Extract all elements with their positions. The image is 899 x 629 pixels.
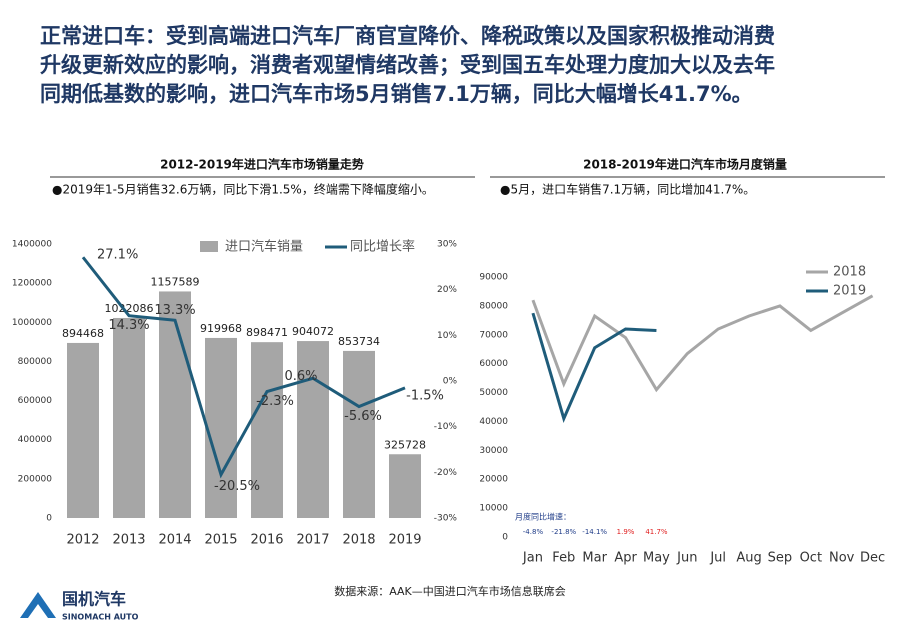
x-tick-label: 2018: [342, 533, 375, 548]
bar: [297, 341, 329, 518]
bar-label: 1157589: [151, 275, 200, 288]
chart-subtitle: ●2019年1-5月销售32.6万辆，同比下滑1.5%，终端需下降幅度缩小。: [52, 182, 434, 197]
y2-tick-label: 0%: [443, 377, 458, 387]
x-tick-label: Feb: [552, 551, 575, 566]
y2-tick-label: 10%: [437, 331, 457, 341]
legend-label: 进口汽车销量: [225, 239, 303, 255]
annotation-label: 1.9%: [617, 528, 635, 536]
x-tick-label: Sep: [768, 551, 793, 566]
bar: [67, 342, 99, 518]
y-tick-label: 1200000: [12, 279, 52, 289]
x-tick-label: Apr: [614, 551, 637, 566]
line-label: 27.1%: [97, 248, 138, 263]
annotation-label: -14.1%: [582, 528, 607, 536]
legend-swatch: [200, 241, 218, 252]
y-tick-label: 10000: [479, 504, 508, 514]
x-tick-label: 2019: [388, 533, 421, 548]
y-tick-label: 800000: [18, 357, 53, 367]
x-tick-label: 2013: [112, 533, 145, 548]
bar: [343, 350, 375, 518]
x-tick-label: 2015: [204, 533, 237, 548]
chart-title: 2012-2019年进口汽车市场销量走势: [160, 157, 364, 172]
y2-tick-label: -30%: [434, 514, 458, 524]
title-line: 正常进口车：受到高端进口汽车厂商官宣降价、降税政策以及国家积极推动消费: [40, 24, 775, 48]
legend-label: 同比增长率: [350, 239, 415, 255]
x-tick-label: 2017: [296, 533, 329, 548]
line-label: -2.3%: [256, 394, 294, 409]
legend-label: 2019: [833, 284, 866, 299]
logo-icon: [20, 592, 56, 618]
line: [531, 294, 874, 393]
y-tick-label: 40000: [479, 417, 508, 427]
bar-label: 904072: [292, 325, 334, 338]
y-tick-label: 20000: [479, 475, 508, 485]
y2-tick-label: 20%: [437, 285, 457, 295]
y-tick-label: 50000: [479, 388, 508, 398]
bar: [159, 291, 191, 518]
annotation-label: 41.7%: [645, 528, 668, 536]
y2-tick-label: -10%: [434, 422, 458, 432]
x-tick-label: Mar: [582, 551, 607, 566]
x-tick-label: 2016: [250, 533, 283, 548]
bar: [113, 317, 145, 518]
x-tick-label: Jan: [522, 551, 543, 566]
line: [81, 256, 406, 479]
bar-label: 1022086: [105, 302, 154, 315]
x-tick-label: May: [643, 551, 670, 566]
bar-label: 325728: [384, 438, 426, 451]
line-label: -5.6%: [344, 409, 382, 424]
line: [531, 312, 657, 423]
logo-name-en: SINOMACH AUTO: [62, 613, 139, 622]
y-tick-label: 400000: [18, 435, 53, 445]
x-tick-label: 2014: [158, 533, 191, 548]
y2-tick-label: -20%: [434, 468, 458, 478]
bar-label: 919968: [200, 322, 242, 335]
y-tick-label: 30000: [479, 446, 508, 456]
y-tick-label: 1400000: [12, 240, 52, 250]
y-tick-label: 70000: [479, 330, 508, 340]
logo-name: 国机汽车: [62, 590, 126, 609]
y-tick-label: 90000: [479, 273, 508, 283]
source: 数据来源：AAK—中国进口汽车市场信息联席会: [334, 584, 566, 598]
y-tick-label: 60000: [479, 359, 508, 369]
annotation-title: 月度同比增速：: [515, 512, 571, 522]
annotation-label: -4.8%: [523, 528, 544, 536]
x-tick-label: Oct: [800, 551, 822, 566]
title-line: 同期低基数的影响，进口汽车市场5月销售7.1万辆，同比大幅增长41.7%。: [40, 82, 753, 106]
line-label: -1.5%: [406, 388, 444, 403]
x-tick-label: Jun: [676, 551, 697, 566]
y-tick-label: 80000: [479, 301, 508, 311]
y-tick-label: 1000000: [12, 318, 52, 328]
line-label: 14.3%: [108, 318, 149, 333]
x-tick-label: Aug: [736, 551, 761, 566]
bar-label: 894468: [62, 327, 104, 340]
y-tick-label: 200000: [18, 474, 53, 484]
line-label: 0.6%: [284, 369, 317, 384]
bar: [205, 337, 237, 518]
bar: [389, 454, 421, 518]
chart-title: 2018-2019年进口汽车市场月度销量: [583, 157, 787, 172]
y-tick-label: 0: [502, 533, 508, 543]
y2-tick-label: 30%: [437, 240, 457, 250]
y-tick-label: 0: [46, 514, 52, 524]
bar-label: 853734: [338, 335, 380, 348]
bar: [251, 342, 283, 518]
line-label: 13.3%: [154, 303, 195, 318]
x-tick-label: Jul: [709, 551, 726, 566]
title-line: 升级更新效应的影响，消费者观望情绪改善；受到国五车处理力度加大以及去年: [40, 53, 775, 77]
chart-subtitle: ●5月，进口车销售7.1万辆，同比增加41.7%。: [500, 182, 755, 197]
bar-label: 898471: [246, 326, 288, 339]
x-tick-label: Nov: [829, 551, 855, 566]
y-tick-label: 600000: [18, 396, 53, 406]
x-tick-label: 2012: [66, 533, 99, 548]
legend-label: 2018: [833, 265, 866, 280]
line-label: -20.5%: [214, 479, 260, 494]
annotation-label: -21.8%: [551, 528, 576, 536]
x-tick-label: Dec: [860, 551, 885, 566]
